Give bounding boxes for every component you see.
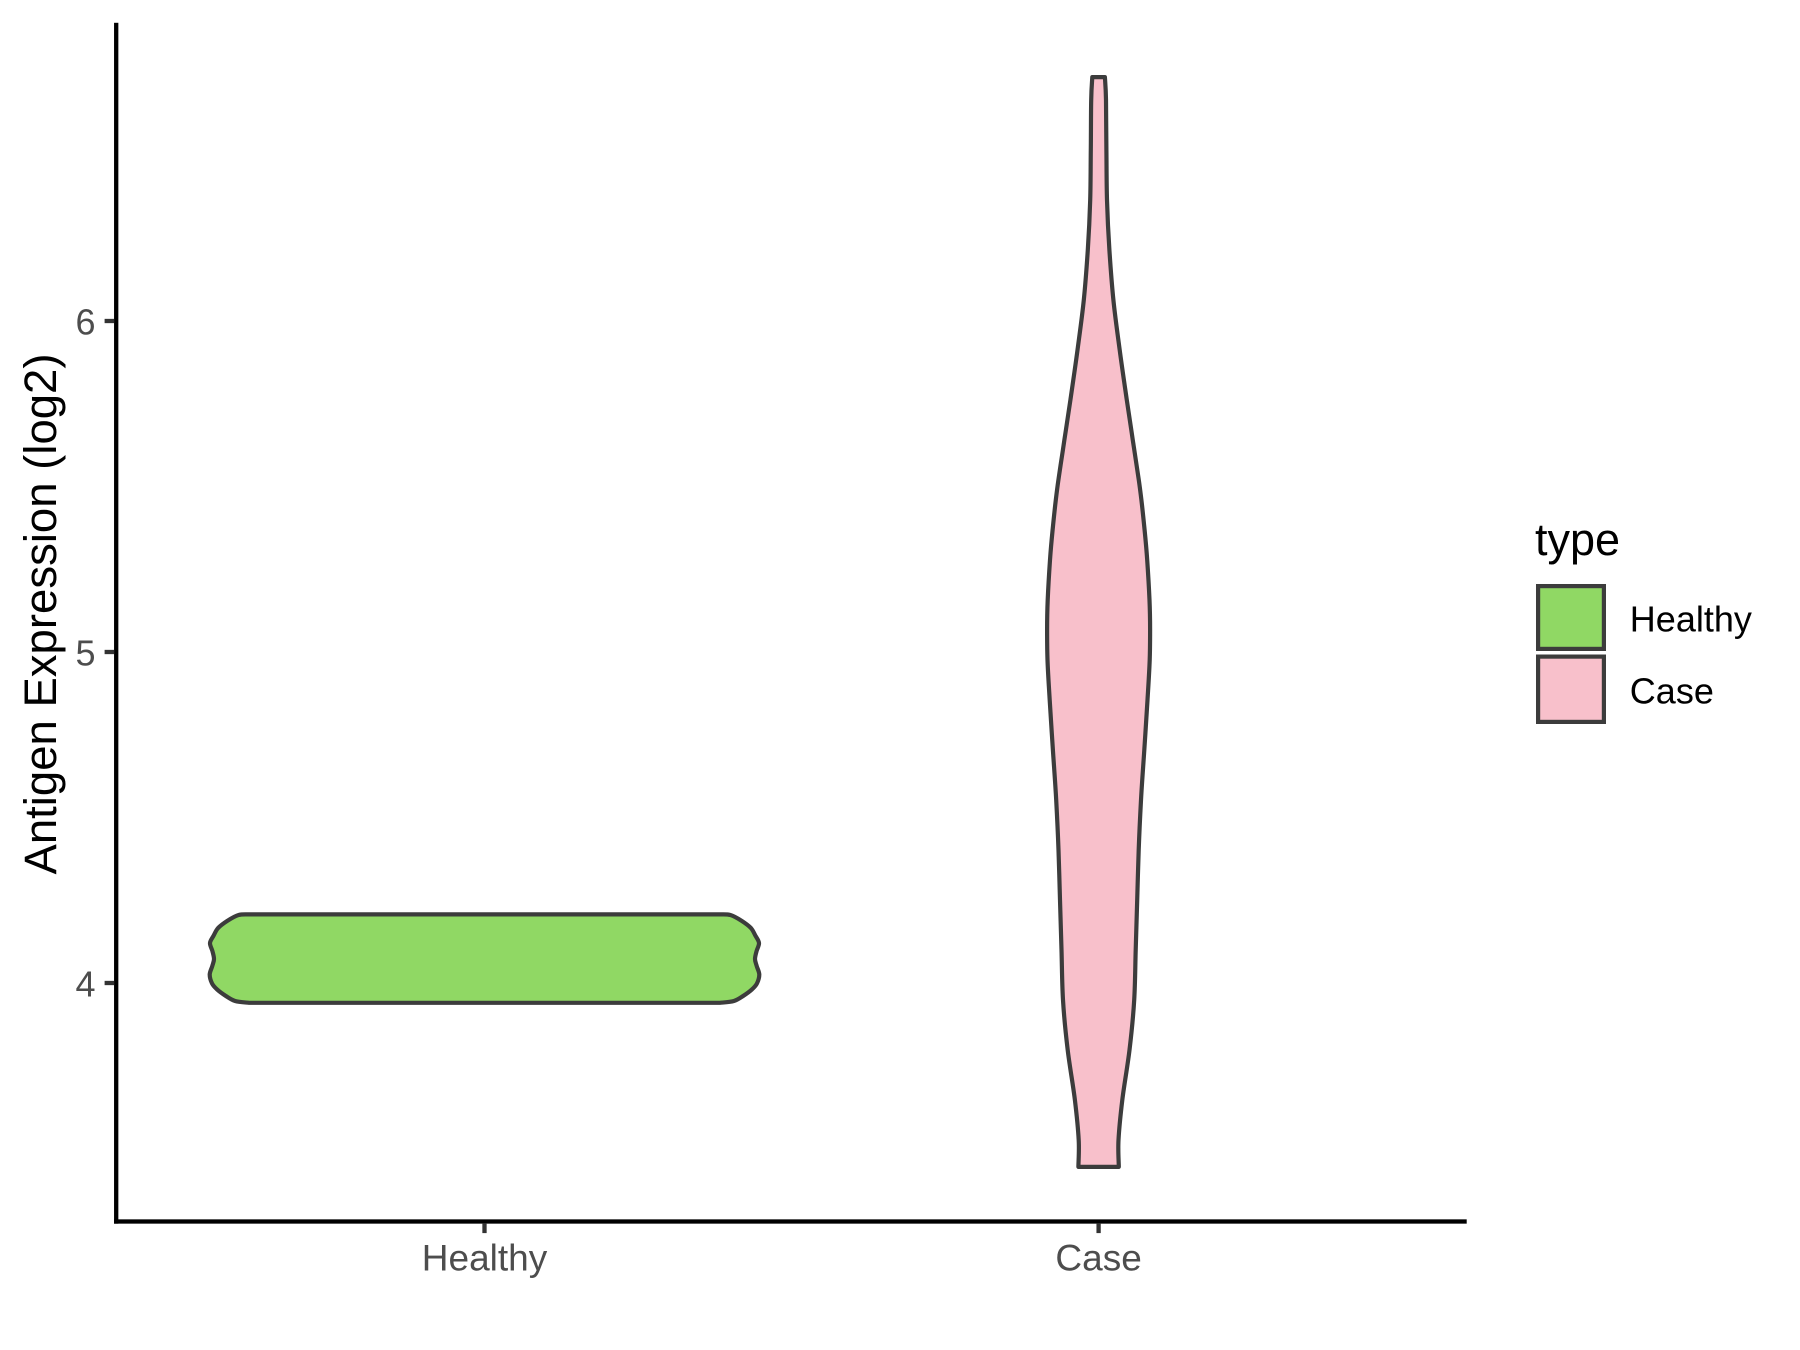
svg-text:Case: Case <box>1630 671 1714 712</box>
svg-text:Healthy: Healthy <box>1630 599 1752 640</box>
svg-text:Healthy: Healthy <box>422 1237 548 1278</box>
svg-text:5: 5 <box>75 633 95 674</box>
svg-text:Antigen Expression (log2): Antigen Expression (log2) <box>15 353 66 874</box>
svg-text:6: 6 <box>75 302 95 343</box>
svg-text:type: type <box>1535 514 1620 565</box>
svg-text:Case: Case <box>1055 1237 1141 1278</box>
svg-text:4: 4 <box>75 964 95 1005</box>
